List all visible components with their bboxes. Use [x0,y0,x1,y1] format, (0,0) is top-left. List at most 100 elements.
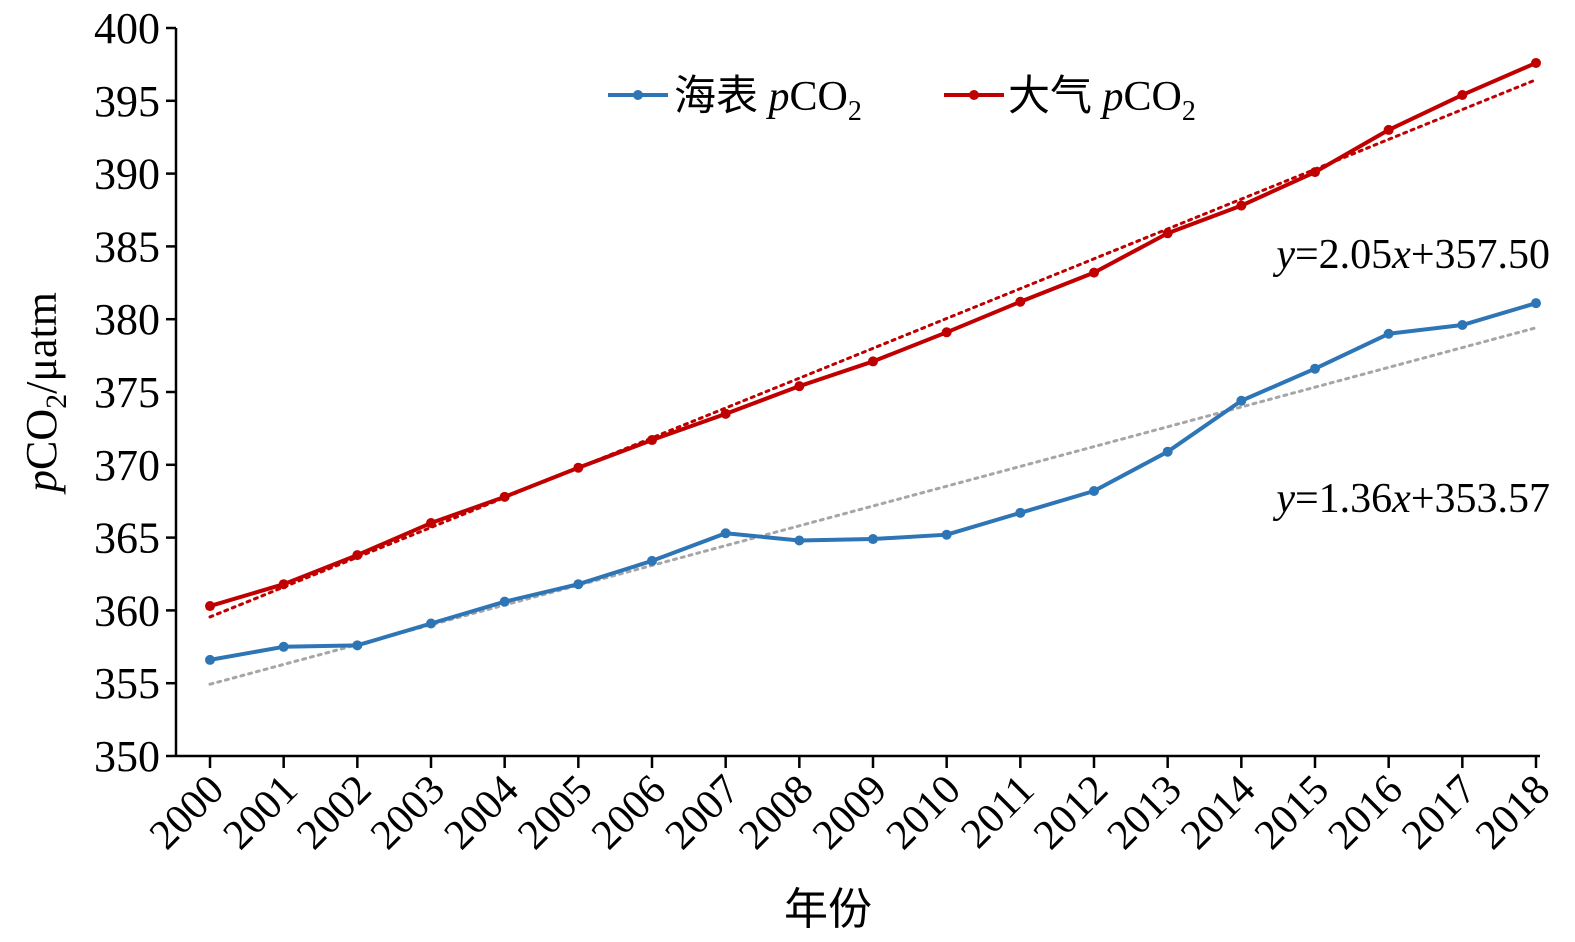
legend-label-air-italic: p [1100,74,1124,120]
trend-equation-air-eq2: +357.50 [1411,232,1550,278]
data-point-sea [1015,507,1026,518]
x-tick-label: 2018 [1467,767,1559,859]
y-tick-label: 380 [94,295,160,344]
x-tick-label: 2003 [362,767,454,859]
series-lines [205,57,1541,665]
x-tick-label: 2005 [509,767,601,859]
trend-equation-air-eq1: =2.05 [1295,232,1392,278]
x-tick-label: 2012 [1025,767,1117,859]
x-tick-label: 2004 [436,767,528,859]
legend-label-sea-sub: 2 [848,96,862,127]
x-tick-label: 2011 [953,767,1044,858]
data-point-air [499,491,510,502]
legend-item-sea: 海表 pCO2 [608,74,862,127]
trend-equation-air-y: y [1272,232,1295,278]
data-point-air [868,356,878,367]
y-tick-label: 385 [94,222,160,271]
x-tick-label: 2013 [1099,767,1191,859]
data-point-air [205,601,215,612]
data-point-air [720,408,731,419]
y-tick-label: 365 [94,514,160,563]
data-point-sea [794,535,805,546]
data-point-sea [1089,486,1099,497]
data-point-sea [1236,395,1247,406]
data-point-sea [278,641,289,652]
data-point-sea [1310,363,1320,374]
legend-label-sea-italic: p [766,74,790,120]
data-point-sea [1383,328,1394,339]
data-point-air [1089,267,1099,278]
trend-equation-sea: y=1.36x+353.57 [1272,476,1550,522]
x-tick-label: 2001 [215,767,307,859]
trendline-sea [208,326,1538,686]
data-point-sea [573,579,584,590]
series-line-air [209,61,1537,608]
x-tick-label: 2016 [1320,767,1412,859]
y-ticks: 350 355 360 365 370 375 380 385 390 395 400 [94,4,176,781]
x-tick-label: 2008 [730,767,822,859]
legend-label-sea-main: 海表 [674,74,769,120]
trend-equation-sea-y: y [1272,476,1295,522]
trend-equation-sea-eq2: +353.57 [1411,476,1550,522]
x-axis-title: 年份 [784,885,872,934]
data-point-air [941,327,952,338]
data-point-sea [868,534,878,545]
data-point-air [794,381,805,392]
y-tick-label: 395 [94,77,160,126]
data-point-air [1015,296,1026,307]
x-ticks: 2000200120022003200420052006200720082009… [141,756,1559,858]
data-point-sea [941,529,952,540]
legend-label-sea-tail: CO [790,74,848,120]
data-point-air [1457,89,1468,100]
data-point-air [352,550,363,561]
legend: 海表 pCO2 大气 pCO2 [608,74,1196,127]
data-point-air [278,579,289,590]
data-point-sea [1531,298,1541,309]
trend-equation-sea-x: x [1391,476,1411,522]
data-point-air [573,462,584,473]
x-tick-label: 2009 [804,767,896,859]
axes [174,28,1540,758]
y-tick-label: 350 [94,732,160,781]
legend-label-air-sub: 2 [1182,96,1196,127]
x-tick-label: 2014 [1172,767,1264,859]
legend-item-air: 大气 pCO2 [944,74,1196,127]
y-tick-label: 400 [94,4,160,53]
x-tick-label: 2010 [878,767,970,859]
legend-marker-sea [633,90,643,100]
data-point-sea [720,528,731,539]
data-point-air [1383,124,1394,135]
y-tick-label: 375 [94,368,160,417]
y-axis-title: pCO2/μatm [17,292,73,495]
x-tick-label: 2007 [657,767,749,859]
y-axis-title-italic: p [17,470,66,495]
y-axis-title-sub: 2 [40,394,73,409]
legend-label-sea: 海表 pCO2 [674,74,862,127]
data-point-air [647,435,657,446]
y-axis-title-rest: /μatm [17,292,66,394]
data-point-sea [1457,320,1468,331]
data-point-sea [205,654,215,665]
legend-label-air: 大气 pCO2 [1008,74,1196,127]
data-point-air [1162,228,1173,239]
trend-equation-air: y=2.05x+357.50 [1272,232,1550,278]
y-axis-title-main: CO [17,409,66,470]
x-tick-label: 2015 [1246,767,1338,859]
trend-equation-sea-eq1: =1.36 [1295,476,1392,522]
data-point-air [1310,167,1320,178]
trend-equation-air-x: x [1391,232,1411,278]
trendlines [208,78,1538,686]
data-point-sea [426,618,436,629]
legend-label-air-main: 大气 [1008,74,1103,120]
y-tick-label: 370 [94,441,160,490]
legend-marker-air [969,90,979,100]
x-tick-label: 2002 [288,767,380,859]
data-point-sea [1162,446,1173,457]
y-tick-label: 390 [94,150,160,199]
data-point-air [1236,200,1247,211]
data-point-sea [352,640,363,651]
y-tick-label: 355 [94,659,160,708]
x-tick-label: 2017 [1393,767,1485,859]
data-point-air [1531,57,1541,68]
